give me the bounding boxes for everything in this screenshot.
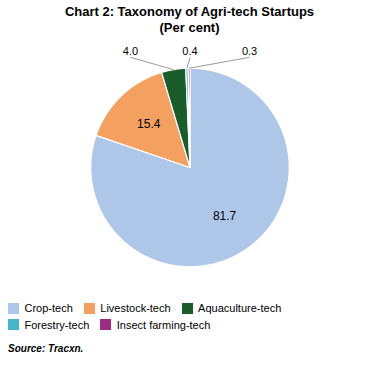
html-text:Insect farming-tech: Insect farming-tech	[116, 318, 211, 331]
html-text:Aquaculture-tech: Aquaculture-tech	[198, 302, 282, 315]
html-text:Forestry-tech: Forestry-tech	[24, 318, 90, 331]
html-text:Source: Tracxn.: Source: Tracxn.	[8, 342, 84, 354]
html-text:Livestock-tech: Livestock-tech	[100, 302, 171, 315]
svg-text:0.4: 0.4	[182, 45, 197, 57]
html-text:Crop-tech: Crop-tech	[24, 302, 73, 315]
svg-text:81.7: 81.7	[213, 209, 237, 223]
svg-text:15.4: 15.4	[137, 117, 161, 131]
html-text:Chart 2: Taxonomy of Agri-tech: Chart 2: Taxonomy of Agri-tech Startups …	[64, 4, 315, 35]
svg-text:0.3: 0.3	[242, 45, 257, 57]
svg-text:4.0: 4.0	[123, 45, 138, 57]
